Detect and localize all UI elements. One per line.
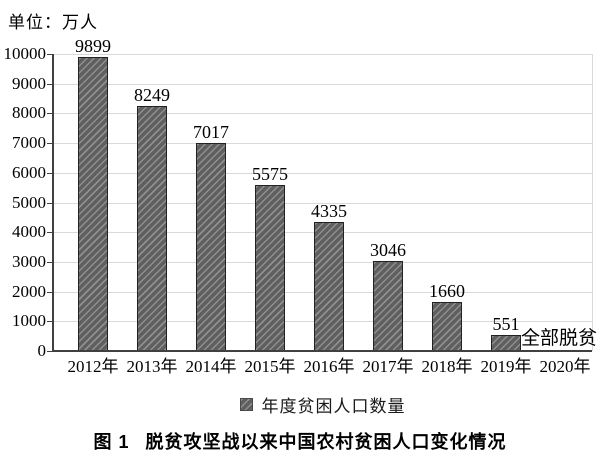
gridline-7000 [53, 143, 592, 145]
unit-label: 单位：万人 [8, 13, 98, 32]
bar-2016年 [314, 222, 344, 351]
legend: 年度贫困人口数量 [53, 392, 592, 417]
y-tick-mark-6000 [47, 172, 52, 174]
gridline-9000 [53, 83, 592, 85]
value-label-2017年: 3046 [370, 239, 406, 260]
gridline-8000 [53, 113, 592, 115]
legend-label: 年度贫困人口数量 [261, 397, 406, 416]
x-tick-label-2015年: 2015年 [244, 357, 296, 376]
x-tick-label-2016年: 2016年 [303, 357, 355, 376]
value-label-2016年: 4335 [311, 201, 347, 222]
bar-2015年 [255, 185, 285, 351]
x-axis-line [52, 350, 592, 352]
figure-caption: 图 1 脱贫攻坚战以来中国农村贫困人口变化情况 [0, 428, 600, 454]
y-tick-mark-2000 [47, 291, 52, 293]
y-tick-label-1000: 1000 [12, 311, 46, 331]
legend-hatch-swatch-icon [239, 398, 253, 411]
bar-2013年 [137, 106, 167, 351]
y-tick-mark-3000 [47, 261, 52, 263]
y-tick-label-5000: 5000 [12, 192, 46, 212]
x-tick-label-2017年: 2017年 [362, 357, 414, 376]
x-tick-label-2020年: 2020年 [539, 357, 591, 376]
value-label-2018年: 1660 [429, 280, 465, 301]
x-tick-label-2019年: 2019年 [480, 357, 532, 376]
y-tick-mark-9000 [47, 83, 52, 85]
value-label-2014年: 7017 [193, 121, 229, 142]
y-axis-line [52, 54, 54, 351]
y-tick-mark-0 [47, 351, 52, 352]
y-tick-mark-7000 [47, 143, 52, 145]
bar-2014年 [196, 142, 226, 351]
x-tick-label-2018年: 2018年 [421, 357, 473, 376]
bar-2019年 [491, 334, 521, 351]
x-tick-label-2012年: 2012年 [67, 357, 119, 376]
annotation-全部脱贫: 全部脱贫 [521, 328, 598, 349]
y-tick-mark-1000 [47, 321, 52, 323]
y-tick-label-9000: 9000 [12, 73, 46, 93]
y-tick-label-3000: 3000 [12, 251, 46, 271]
bar-2012年 [78, 57, 108, 351]
bar-2018年 [432, 301, 462, 351]
value-label-2013年: 8249 [134, 85, 170, 105]
y-tick-label-7000: 7000 [12, 133, 46, 153]
y-tick-mark-4000 [47, 232, 52, 234]
caption-title: 脱贫攻坚战以来中国农村贫困人口变化情况 [145, 432, 507, 452]
gridline-5000 [53, 202, 592, 204]
bar-2017年 [373, 260, 403, 351]
y-tick-mark-8000 [47, 113, 52, 115]
caption-number: 图 1 [93, 432, 130, 452]
value-label-2019年: 551 [492, 313, 520, 334]
y-tick-mark-5000 [47, 202, 52, 204]
y-tick-label-10000: 10000 [3, 44, 47, 63]
x-tick-label-2014年: 2014年 [185, 357, 237, 376]
y-tick-label-2000: 2000 [12, 281, 46, 301]
x-tick-label-2013年: 2013年 [126, 357, 178, 376]
y-tick-label-8000: 8000 [12, 103, 46, 123]
plot-area [53, 54, 593, 351]
gridline-6000 [53, 172, 592, 174]
y-tick-label-0: 0 [37, 341, 47, 360]
value-label-2012年: 9899 [75, 35, 111, 56]
y-tick-label-6000: 6000 [12, 162, 46, 182]
value-label-2015年: 5575 [252, 164, 288, 185]
y-tick-mark-10000 [47, 54, 52, 55]
gridline-10000 [53, 54, 592, 55]
y-tick-label-4000: 4000 [12, 222, 46, 242]
